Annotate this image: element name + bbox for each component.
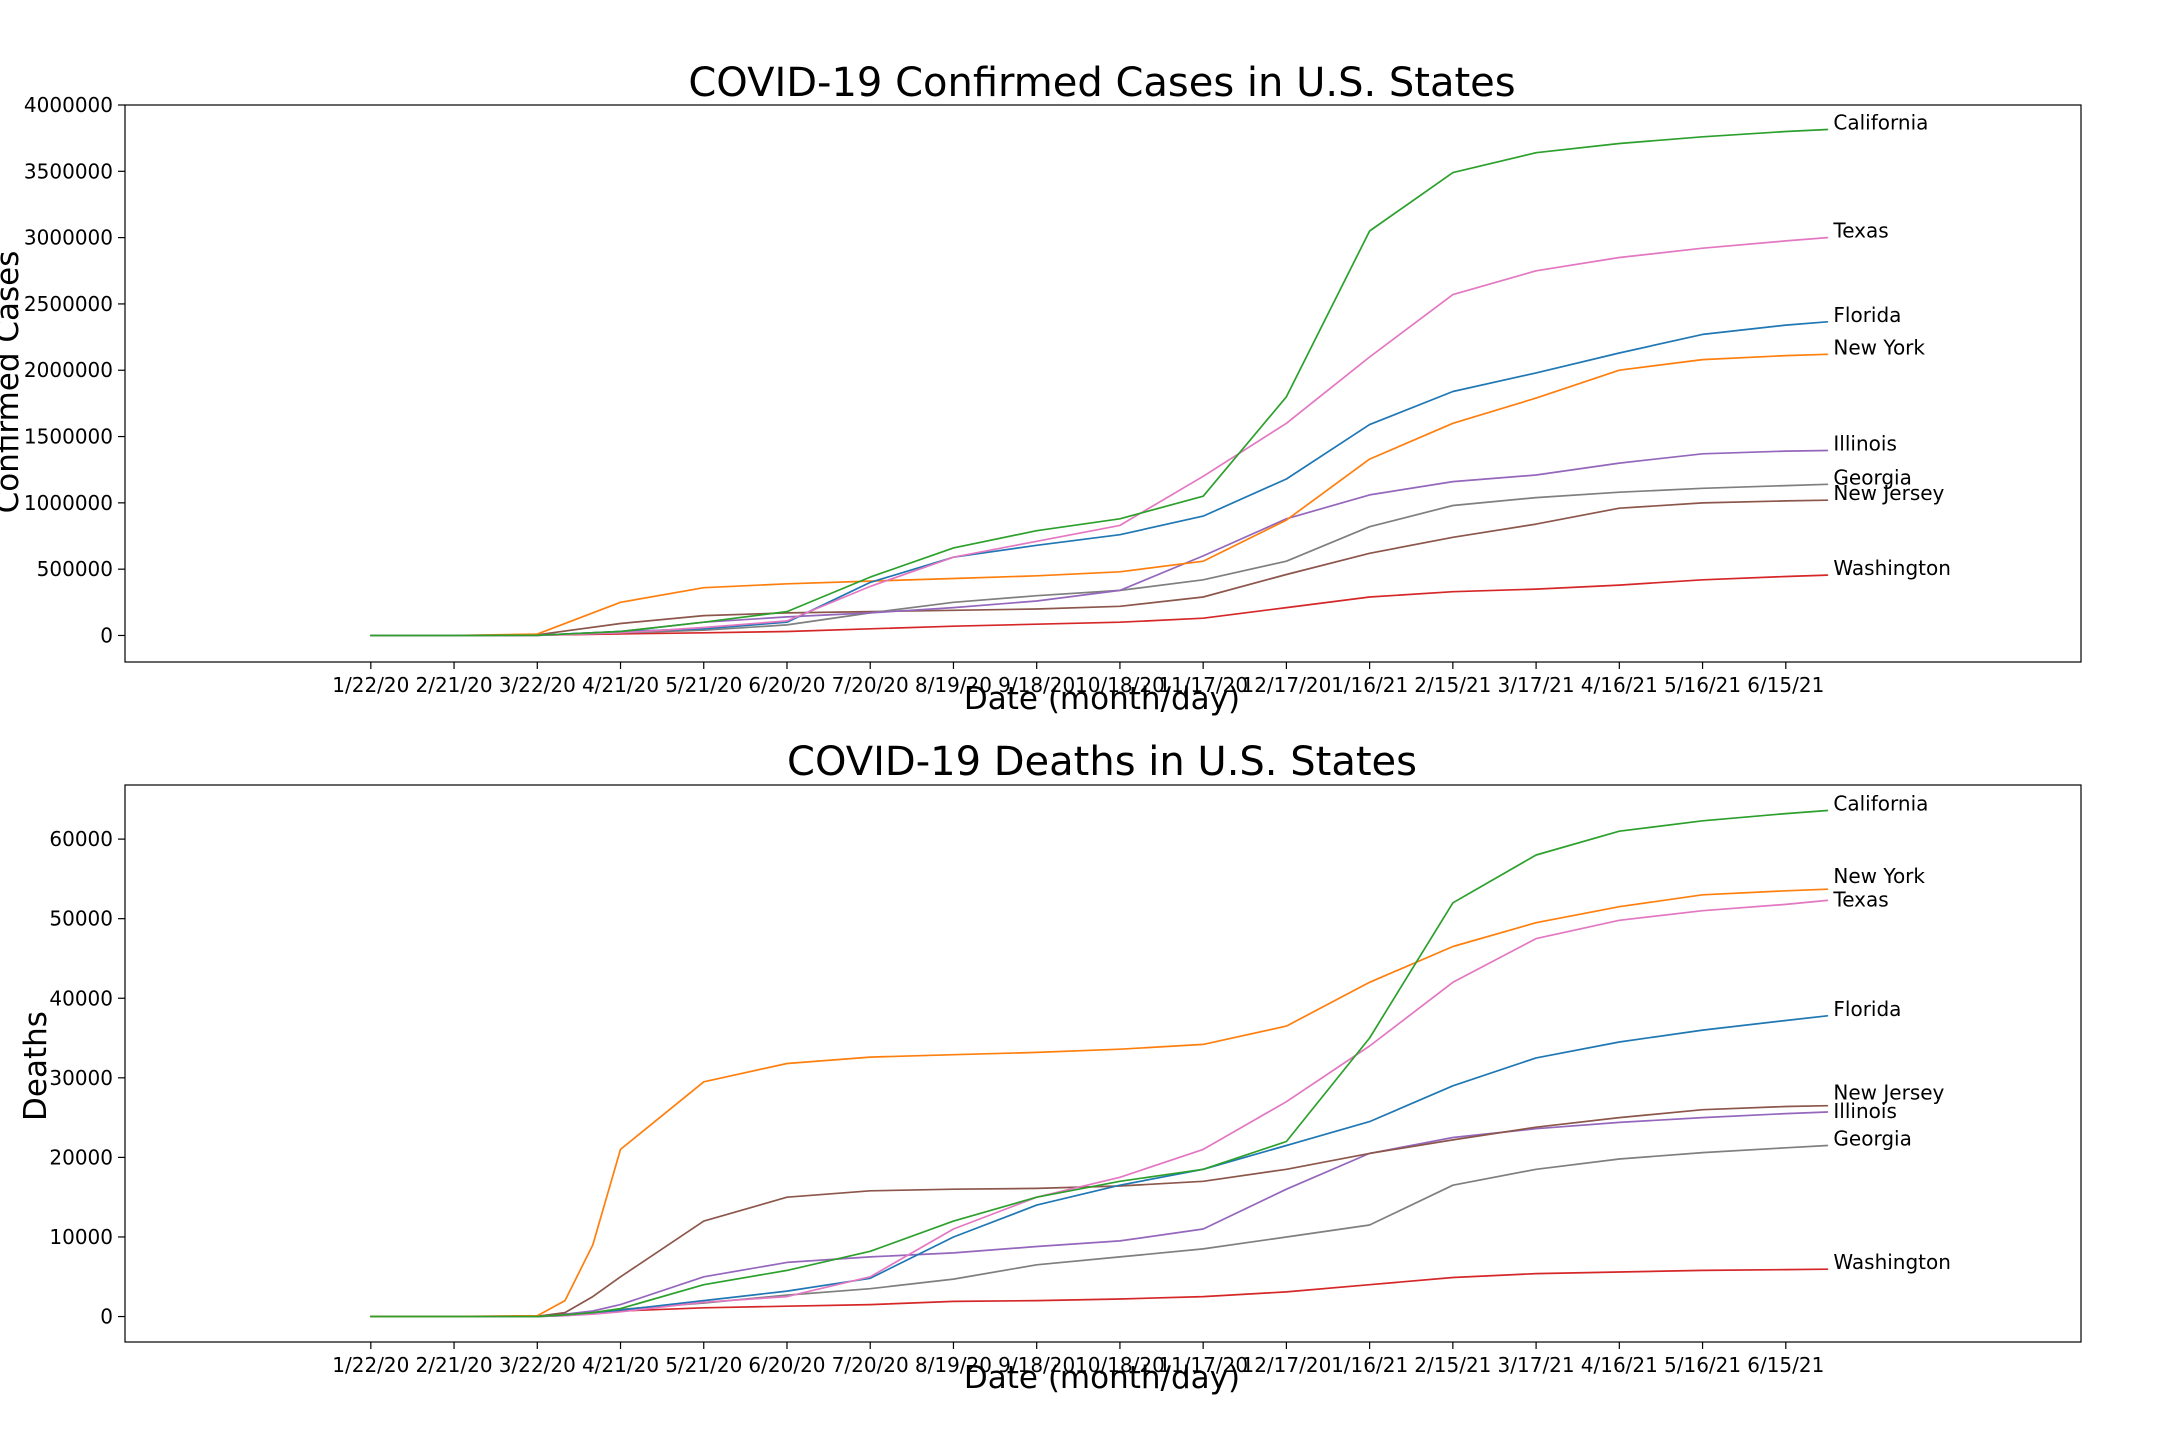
cases-y-tick-label: 4000000 — [24, 93, 113, 117]
deaths-label-california: California — [1833, 791, 1928, 815]
deaths-x-tick-label: 11/17/20 — [1158, 1353, 1248, 1377]
deaths-x-tick-label: 8/19/20 — [915, 1353, 992, 1377]
deaths-plot-frame — [124, 784, 2082, 1343]
deaths-x-axis-label: Date (month/day) — [964, 1360, 1240, 1396]
cases-label-new-jersey: New Jersey — [1833, 481, 1944, 505]
cases-y-tick-label: 1000000 — [24, 491, 113, 515]
cases-x-tick-label: 2/15/21 — [1414, 673, 1491, 697]
deaths-label-georgia: Georgia — [1833, 1126, 1911, 1150]
cases-y-tick-label: 0 — [100, 623, 113, 647]
cases-y-tick-label: 2000000 — [24, 358, 113, 382]
deaths-plot-area: 1/22/20 2/21/20 3/22/20 4/21/20 5/21/20 6/20/… — [49, 784, 2082, 1377]
deaths-label-illinois: Illinois — [1833, 1099, 1896, 1123]
deaths-y-tick-label: 20000 — [49, 1145, 113, 1169]
cases-x-tick-label: 11/17/20 — [1158, 673, 1248, 697]
cases-x-tick-label: 4/21/20 — [582, 673, 659, 697]
cases-line-california — [369, 128, 1829, 637]
cases-x-tick-label: 10/18/20 — [1075, 673, 1165, 697]
deaths-x-tick-label: 5/21/20 — [665, 1353, 742, 1377]
cases-label-florida: Florida — [1833, 303, 1901, 327]
cases-line-new-jersey — [369, 499, 1829, 637]
cases-x-tick-label: 1/22/20 — [332, 673, 409, 697]
deaths-chart: COVID-19 Deaths in U.S. States Deaths Da… — [18, 739, 2082, 1396]
cases-line-washington — [369, 574, 1829, 637]
deaths-x-tick-label: 5/16/21 — [1664, 1353, 1741, 1377]
cases-label-georgia: Georgia — [1833, 465, 1911, 489]
cases-x-tick-label: 3/22/20 — [499, 673, 576, 697]
cases-x-tick-label: 1/16/21 — [1331, 673, 1408, 697]
cases-x-axis-label: Date (month/day) — [964, 681, 1240, 717]
deaths-label-texas: Texas — [1832, 887, 1888, 911]
cases-y-axis-label: Confirmed Cases — [0, 251, 26, 514]
cases-x-tick-label: 4/16/21 — [1581, 673, 1658, 697]
cases-line-florida — [369, 320, 1829, 637]
deaths-y-tick-label: 30000 — [49, 1066, 113, 1090]
cases-chart: COVID-19 Confirmed Cases in U.S. States … — [0, 60, 2082, 717]
deaths-x-tick-label: 7/20/20 — [832, 1353, 909, 1377]
deaths-line-california — [369, 809, 1829, 1318]
deaths-x-tick-label: 1/22/20 — [332, 1353, 409, 1377]
cases-y-tick-label: 1500000 — [24, 425, 113, 449]
cases-y-tick-label: 500000 — [37, 557, 113, 581]
cases-x-tick-label: 7/20/20 — [832, 673, 909, 697]
deaths-y-tick-label: 0 — [100, 1305, 113, 1329]
cases-x-tick-label: 6/15/21 — [1747, 673, 1824, 697]
deaths-x-tick-label: 4/21/20 — [582, 1353, 659, 1377]
deaths-x-tick-label: 2/15/21 — [1414, 1353, 1491, 1377]
cases-y-tick-label: 3500000 — [24, 159, 113, 183]
deaths-label-new-jersey: New Jersey — [1833, 1081, 1944, 1105]
cases-x-tick-label: 2/21/20 — [415, 673, 492, 697]
cases-label-new-york: New York — [1833, 335, 1925, 359]
deaths-chart-title: COVID-19 Deaths in U.S. States — [787, 739, 1417, 785]
cases-line-new-york — [369, 353, 1829, 637]
deaths-x-tick-label: 6/15/21 — [1747, 1353, 1824, 1377]
deaths-y-tick-label: 40000 — [49, 986, 113, 1010]
deaths-line-new-york — [369, 888, 1829, 1318]
deaths-x-tick-label: 6/20/20 — [748, 1353, 825, 1377]
deaths-x-tick-label: 4/16/21 — [1581, 1353, 1658, 1377]
deaths-line-illinois — [369, 1111, 1829, 1318]
cases-y-tick-label: 2500000 — [24, 292, 113, 316]
cases-chart-title: COVID-19 Confirmed Cases in U.S. States — [688, 60, 1515, 106]
deaths-line-texas — [369, 899, 1829, 1318]
cases-label-illinois: Illinois — [1833, 431, 1896, 455]
deaths-x-tick-label: 3/22/20 — [499, 1353, 576, 1377]
deaths-y-tick-label: 10000 — [49, 1225, 113, 1249]
cases-x-tick-label: 12/17/20 — [1241, 673, 1331, 697]
cases-line-texas — [369, 236, 1829, 637]
cases-x-tick-label: 5/16/21 — [1664, 673, 1741, 697]
deaths-x-tick-label: 2/21/20 — [415, 1353, 492, 1377]
deaths-y-axis-label: Deaths — [18, 1011, 54, 1121]
deaths-label-florida: Florida — [1833, 997, 1901, 1021]
deaths-x-tick-label: 3/17/21 — [1498, 1353, 1575, 1377]
deaths-label-washington: Washington — [1833, 1250, 1951, 1274]
cases-plot-frame — [124, 104, 2082, 663]
deaths-x-tick-label: 1/16/21 — [1331, 1353, 1408, 1377]
deaths-line-washington — [369, 1268, 1829, 1318]
deaths-x-tick-label: 12/17/20 — [1241, 1353, 1331, 1377]
cases-x-tick-label: 3/17/21 — [1498, 673, 1575, 697]
deaths-label-new-york: New York — [1833, 864, 1925, 888]
deaths-line-georgia — [369, 1144, 1829, 1318]
deaths-y-tick-label: 60000 — [49, 827, 113, 851]
cases-x-tick-label: 9/18/20 — [998, 673, 1075, 697]
cases-label-california: California — [1833, 111, 1928, 135]
cases-line-georgia — [369, 483, 1829, 637]
cases-x-tick-label: 6/20/20 — [748, 673, 825, 697]
deaths-y-tick-label: 50000 — [49, 907, 113, 931]
cases-label-texas: Texas — [1832, 219, 1888, 243]
cases-label-washington: Washington — [1833, 556, 1951, 580]
cases-x-tick-label: 5/21/20 — [665, 673, 742, 697]
deaths-x-tick-label: 9/18/20 — [998, 1353, 1075, 1377]
deaths-line-new-jersey — [369, 1104, 1829, 1318]
deaths-x-tick-label: 10/18/20 — [1075, 1353, 1165, 1377]
cases-x-tick-label: 8/19/20 — [915, 673, 992, 697]
cases-y-tick-label: 3000000 — [24, 226, 113, 250]
cases-plot-area: 1/22/20 2/21/20 3/22/20 4/21/20 5/21/20 6/20/… — [24, 93, 2082, 697]
